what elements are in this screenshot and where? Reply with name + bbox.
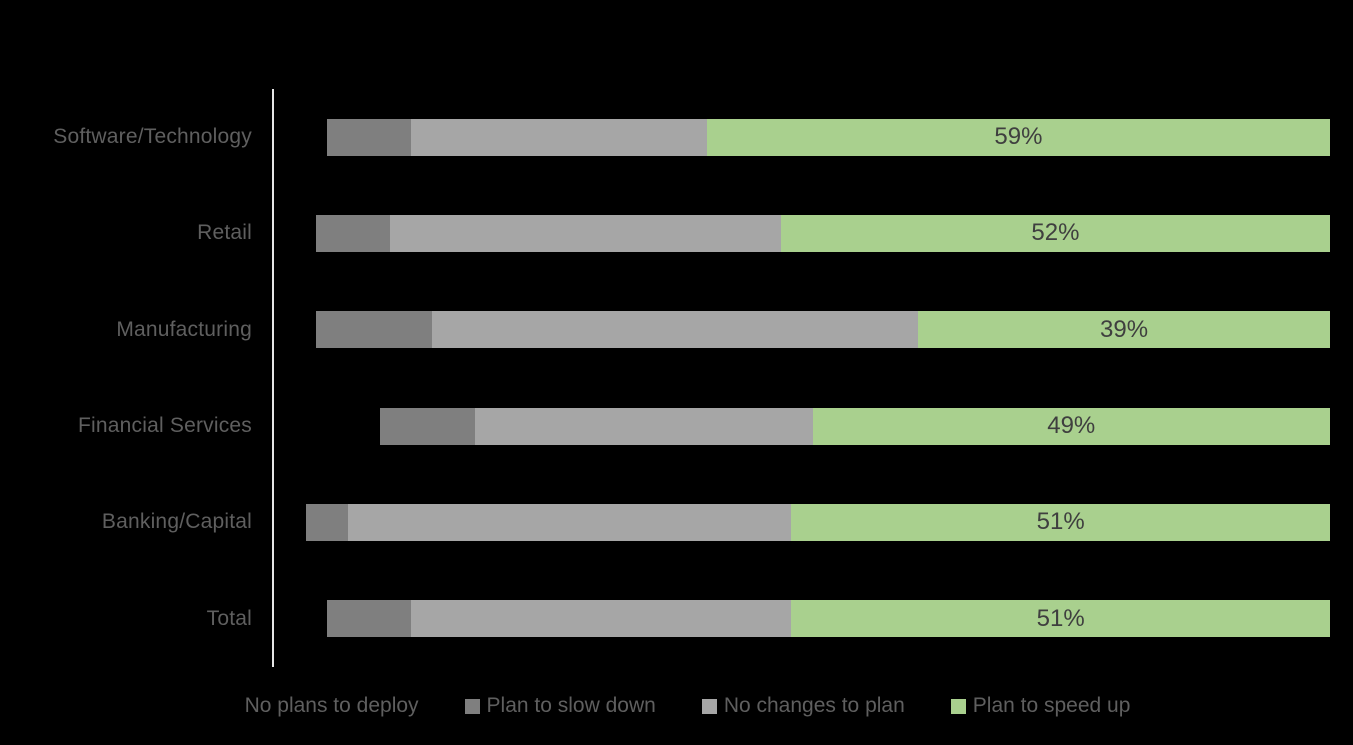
bar-segment-no-changes-to-plan bbox=[390, 214, 781, 252]
legend-swatch-icon bbox=[950, 698, 966, 714]
bar-segment-plan-to-slow-down bbox=[326, 118, 412, 156]
legend-label: Plan to slow down bbox=[486, 694, 656, 717]
bar-segment-plan-to-speed-up: 59% bbox=[706, 118, 1330, 156]
bar-segment-no-plans-to-deploy bbox=[274, 407, 380, 445]
bar-segment-no-plans-to-deploy bbox=[274, 214, 317, 252]
legend-swatch-icon bbox=[701, 698, 717, 714]
bar-segment-no-plans-to-deploy bbox=[274, 311, 317, 349]
stacked-bar: 51% bbox=[274, 600, 1330, 638]
category-label-total: Total bbox=[206, 606, 252, 630]
legend-item-no-plans-to-deploy: No plans to deploy bbox=[222, 694, 419, 718]
category-label-retail: Retail bbox=[197, 221, 252, 245]
bar-segment-no-changes-to-plan bbox=[432, 311, 919, 349]
data-label: 59% bbox=[994, 123, 1043, 151]
bar-segment-plan-to-slow-down bbox=[379, 407, 475, 445]
legend-item-plan-to-slow-down: Plan to slow down bbox=[464, 694, 656, 718]
category-label-software-technology: Software/Technology bbox=[53, 125, 252, 149]
bar-row-banking-capital: 51% bbox=[274, 474, 1330, 570]
bar-segment-no-changes-to-plan bbox=[474, 407, 813, 445]
legend-swatch-icon bbox=[464, 698, 480, 714]
legend-label: No changes to plan bbox=[723, 694, 905, 717]
bar-row-total: 51% bbox=[274, 571, 1330, 667]
data-label: 51% bbox=[1036, 508, 1085, 536]
legend-swatch-icon bbox=[222, 698, 238, 714]
data-label: 39% bbox=[1100, 315, 1149, 343]
bar-segment-plan-to-speed-up: 51% bbox=[791, 600, 1330, 638]
legend-label: Plan to speed up bbox=[972, 694, 1131, 717]
stacked-bar: 49% bbox=[274, 407, 1330, 445]
stacked-bar: 52% bbox=[274, 214, 1330, 252]
bar-segment-plan-to-slow-down bbox=[316, 311, 433, 349]
legend-item-plan-to-speed-up: Plan to speed up bbox=[950, 694, 1131, 718]
bar-segment-no-changes-to-plan bbox=[347, 503, 792, 541]
data-label: 49% bbox=[1047, 412, 1096, 440]
category-label-manufacturing: Manufacturing bbox=[116, 317, 252, 341]
bar-segment-plan-to-slow-down bbox=[305, 503, 348, 541]
bar-row-manufacturing: 39% bbox=[274, 282, 1330, 378]
data-label: 52% bbox=[1031, 219, 1080, 247]
category-axis-line bbox=[272, 89, 274, 667]
bar-row-financial-services: 49% bbox=[274, 378, 1330, 474]
stacked-bar: 39% bbox=[274, 311, 1330, 349]
category-axis-labels: Software/Technology Retail Manufacturing Fi… bbox=[0, 89, 252, 667]
legend-item-no-changes-to-plan: No changes to plan bbox=[701, 694, 905, 718]
stacked-bar: 51% bbox=[274, 503, 1330, 541]
legend-label: No plans to deploy bbox=[244, 694, 419, 717]
bar-segment-plan-to-speed-up: 39% bbox=[918, 311, 1330, 349]
bar-segment-no-changes-to-plan bbox=[411, 600, 792, 638]
plot-area: 59% 52% 39% 49% 51% 51% bbox=[274, 89, 1330, 667]
bar-segment-plan-to-speed-up: 49% bbox=[812, 407, 1330, 445]
bar-segment-plan-to-slow-down bbox=[326, 600, 412, 638]
bar-row-retail: 52% bbox=[274, 185, 1330, 281]
bar-segment-no-changes-to-plan bbox=[411, 118, 707, 156]
bar-row-software-technology: 59% bbox=[274, 89, 1330, 185]
stacked-bar: 59% bbox=[274, 118, 1330, 156]
bar-segment-no-plans-to-deploy bbox=[274, 503, 306, 541]
bar-segment-plan-to-slow-down bbox=[316, 214, 391, 252]
legend: No plans to deploy Plan to slow down No ch… bbox=[0, 694, 1353, 718]
bar-segment-no-plans-to-deploy bbox=[274, 118, 327, 156]
category-label-financial-services: Financial Services bbox=[78, 414, 252, 438]
category-label-banking-capital: Banking/Capital bbox=[101, 510, 252, 534]
data-label: 51% bbox=[1036, 604, 1085, 632]
bar-segment-plan-to-speed-up: 51% bbox=[791, 503, 1330, 541]
bar-segment-plan-to-speed-up: 52% bbox=[780, 214, 1330, 252]
bar-segment-no-plans-to-deploy bbox=[274, 600, 327, 638]
